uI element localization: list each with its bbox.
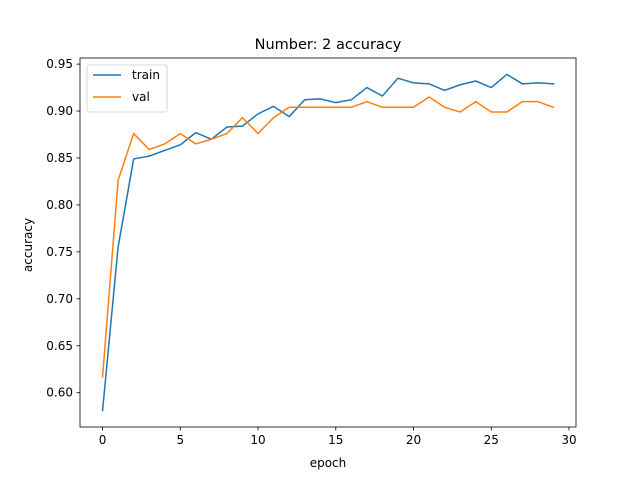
legend-label-train: train bbox=[132, 68, 160, 82]
y-tick-label: 0.60 bbox=[46, 386, 73, 400]
y-tick-label: 0.65 bbox=[46, 339, 73, 353]
y-tick-label: 0.90 bbox=[46, 104, 73, 118]
chart-title: Number: 2 accuracy bbox=[255, 37, 402, 53]
x-tick-label: 5 bbox=[176, 433, 184, 447]
y-axis-ticks: 0.60 0.65 0.70 0.75 0.80 0.85 0.90 0.95 bbox=[46, 57, 80, 400]
axes-frame bbox=[79, 57, 577, 428]
legend-box bbox=[86, 64, 168, 113]
series-line-val bbox=[101, 96, 555, 378]
legend-label-val: val bbox=[132, 90, 150, 104]
y-axis-label: accuracy bbox=[21, 218, 35, 272]
x-tick-label: 25 bbox=[484, 433, 499, 447]
legend: train val bbox=[86, 64, 168, 113]
y-tick-label: 0.85 bbox=[46, 151, 73, 165]
y-tick-label: 0.80 bbox=[46, 198, 73, 212]
x-tick-label: 10 bbox=[250, 433, 265, 447]
x-tick-label: 30 bbox=[561, 433, 576, 447]
x-axis-label: epoch bbox=[310, 456, 347, 470]
x-tick-label: 15 bbox=[328, 433, 343, 447]
axes-border bbox=[79, 57, 577, 428]
y-tick-label: 0.95 bbox=[46, 57, 73, 71]
x-tick-label: 20 bbox=[406, 433, 421, 447]
y-tick-label: 0.70 bbox=[46, 292, 73, 306]
series-line-train bbox=[101, 73, 555, 412]
x-tick-label: 0 bbox=[99, 433, 107, 447]
plot-lines bbox=[101, 73, 555, 412]
x-axis-ticks: 0 5 10 15 20 25 30 bbox=[99, 427, 577, 447]
y-tick-label: 0.75 bbox=[46, 245, 73, 259]
